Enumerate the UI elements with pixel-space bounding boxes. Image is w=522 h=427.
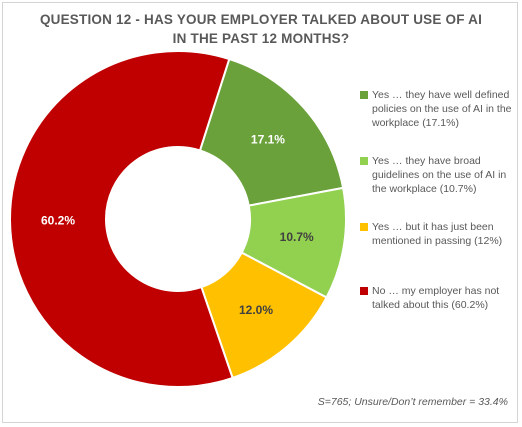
legend-label-2: Yes … they have broad guidelines on the …: [372, 155, 507, 195]
footnote: S=765; Unsure/Don’t remember = 33.4%: [317, 396, 508, 408]
slice-data-label-4: 60.2%: [41, 213, 75, 227]
chart-title: QUESTION 12 - HAS YOUR EMPLOYER TALKED A…: [0, 10, 522, 48]
slice-data-label-2: 10.7%: [280, 230, 314, 244]
slice-data-label-1: 17.1%: [251, 133, 285, 147]
legend-swatch-3: [360, 223, 368, 231]
chart-title-line-1: QUESTION 12 - HAS YOUR EMPLOYER TALKED A…: [39, 12, 483, 27]
legend-label-4: No … my employer has not talked about th…: [372, 285, 500, 311]
legend-label-3: Yes … but it has just been mentioned in …: [372, 221, 503, 247]
chart-title-line-2: IN THE PAST 12 MONTHS?: [172, 31, 350, 46]
slice-data-label-3: 12.0%: [239, 303, 273, 317]
donut-slice-4: [9, 50, 234, 388]
donut-slice-1: [198, 57, 345, 207]
legend-swatch-1: [360, 91, 368, 99]
legend-swatch-4: [360, 287, 368, 295]
legend-label-1: Yes … they have well defined policies on…: [372, 89, 512, 129]
legend-swatch-2: [360, 157, 368, 165]
